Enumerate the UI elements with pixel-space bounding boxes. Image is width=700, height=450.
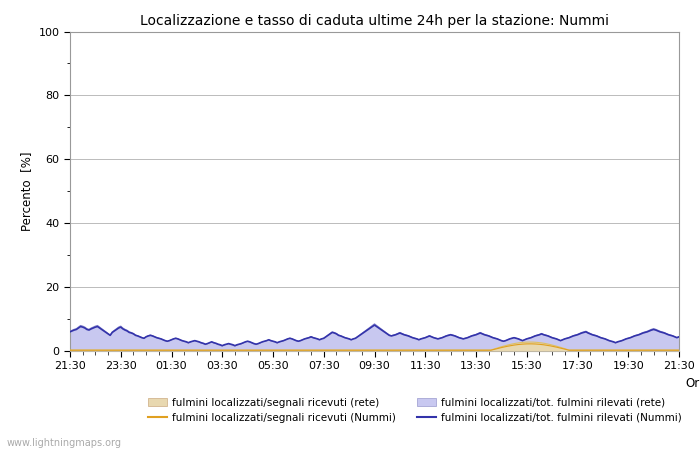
Title: Localizzazione e tasso di caduta ultime 24h per la stazione: Nummi: Localizzazione e tasso di caduta ultime … [140, 14, 609, 27]
Text: Orario: Orario [685, 377, 700, 390]
Legend: fulmini localizzati/segnali ricevuti (rete), fulmini localizzati/segnali ricevut: fulmini localizzati/segnali ricevuti (re… [148, 398, 682, 423]
Text: www.lightningmaps.org: www.lightningmaps.org [7, 438, 122, 448]
Y-axis label: Percento  [%]: Percento [%] [20, 152, 33, 231]
